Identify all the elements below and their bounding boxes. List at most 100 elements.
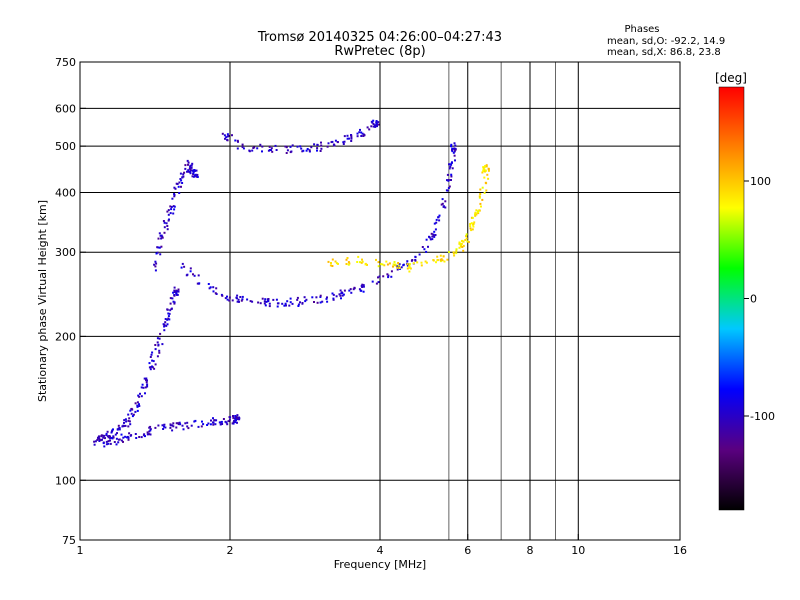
data-point xyxy=(431,235,434,238)
y-tick-label-5: 500 xyxy=(55,140,76,153)
data-point xyxy=(474,212,477,215)
data-point xyxy=(259,143,262,146)
data-point xyxy=(455,252,458,255)
title-line-1: Tromsø 20140325 04:26:00–04:27:43 xyxy=(257,30,502,45)
data-point xyxy=(163,221,166,224)
data-point xyxy=(327,142,330,145)
trace-0 xyxy=(93,286,180,446)
data-point xyxy=(186,425,189,428)
data-point xyxy=(232,416,235,419)
data-point xyxy=(270,147,273,150)
data-point xyxy=(337,262,339,265)
data-point xyxy=(420,264,423,267)
data-point xyxy=(156,355,159,358)
data-point xyxy=(167,213,170,216)
data-point xyxy=(356,261,359,263)
chart-title: Tromsø 20140325 04:26:00–04:27:43 RwPret… xyxy=(257,30,502,59)
data-point xyxy=(350,136,353,139)
data-point xyxy=(482,168,485,171)
data-point xyxy=(221,132,224,135)
data-point xyxy=(175,422,178,425)
data-point xyxy=(487,169,490,172)
data-point xyxy=(225,136,228,139)
phases-line-o: mean, sd,O: -92.2, 14.9 xyxy=(607,36,725,47)
data-point xyxy=(346,137,349,140)
data-point xyxy=(343,289,346,292)
data-point xyxy=(392,263,395,266)
data-point xyxy=(172,422,175,425)
colorbar-label: [deg] xyxy=(715,71,747,85)
data-point xyxy=(177,422,180,425)
data-point xyxy=(483,176,486,179)
data-point xyxy=(136,401,139,404)
data-point xyxy=(361,283,364,286)
data-point xyxy=(350,137,353,140)
y-tick-label-2: 200 xyxy=(55,330,76,343)
data-point xyxy=(305,149,308,152)
data-point xyxy=(356,135,359,138)
data-point xyxy=(347,261,350,264)
data-point xyxy=(451,147,454,150)
data-point xyxy=(160,245,163,248)
data-point xyxy=(484,165,487,167)
data-point xyxy=(178,181,181,184)
data-point xyxy=(372,123,375,125)
data-point xyxy=(200,425,203,428)
data-point xyxy=(320,141,322,144)
x-tick-label-3: 6 xyxy=(464,544,471,557)
data-point xyxy=(425,261,428,264)
data-point xyxy=(224,297,227,300)
colorbar-tick-label-0: 100 xyxy=(750,175,771,188)
data-point xyxy=(304,300,307,303)
data-point xyxy=(166,228,169,231)
data-point xyxy=(485,165,488,168)
data-point xyxy=(434,228,437,231)
data-point xyxy=(179,423,182,426)
data-point xyxy=(167,317,170,320)
data-point xyxy=(375,124,378,127)
data-point xyxy=(372,119,375,122)
data-point xyxy=(452,147,455,150)
data-point xyxy=(165,324,168,327)
data-point xyxy=(112,435,115,438)
data-point xyxy=(381,263,384,266)
data-point xyxy=(362,285,365,288)
data-point xyxy=(479,202,482,205)
data-point xyxy=(241,143,244,146)
data-point xyxy=(146,383,149,386)
data-point xyxy=(374,125,377,128)
data-point xyxy=(171,297,174,300)
x-tick-label-1: 2 xyxy=(227,544,234,557)
data-point xyxy=(397,262,400,264)
data-point xyxy=(97,436,99,439)
data-point xyxy=(167,312,170,315)
data-point xyxy=(191,175,194,178)
data-point xyxy=(178,421,181,424)
data-point xyxy=(471,228,474,231)
data-point xyxy=(226,133,229,136)
data-point xyxy=(114,433,117,436)
data-point xyxy=(485,164,488,167)
data-point xyxy=(172,300,175,303)
data-point xyxy=(435,261,437,264)
data-point xyxy=(366,126,369,129)
data-point xyxy=(339,289,342,292)
data-point xyxy=(478,195,481,198)
data-point xyxy=(487,177,490,180)
data-point xyxy=(300,147,303,150)
data-point xyxy=(385,260,388,263)
data-point xyxy=(132,413,135,416)
data-point xyxy=(458,246,461,249)
y-tick-label-0: 75 xyxy=(62,534,76,547)
data-point xyxy=(238,300,240,303)
data-point xyxy=(378,275,381,278)
data-point xyxy=(164,321,167,324)
data-point xyxy=(451,161,453,164)
data-point xyxy=(261,150,263,153)
data-point xyxy=(433,230,436,233)
data-point xyxy=(173,208,176,211)
data-point xyxy=(145,379,147,382)
data-point xyxy=(159,253,162,256)
data-point xyxy=(154,426,157,429)
